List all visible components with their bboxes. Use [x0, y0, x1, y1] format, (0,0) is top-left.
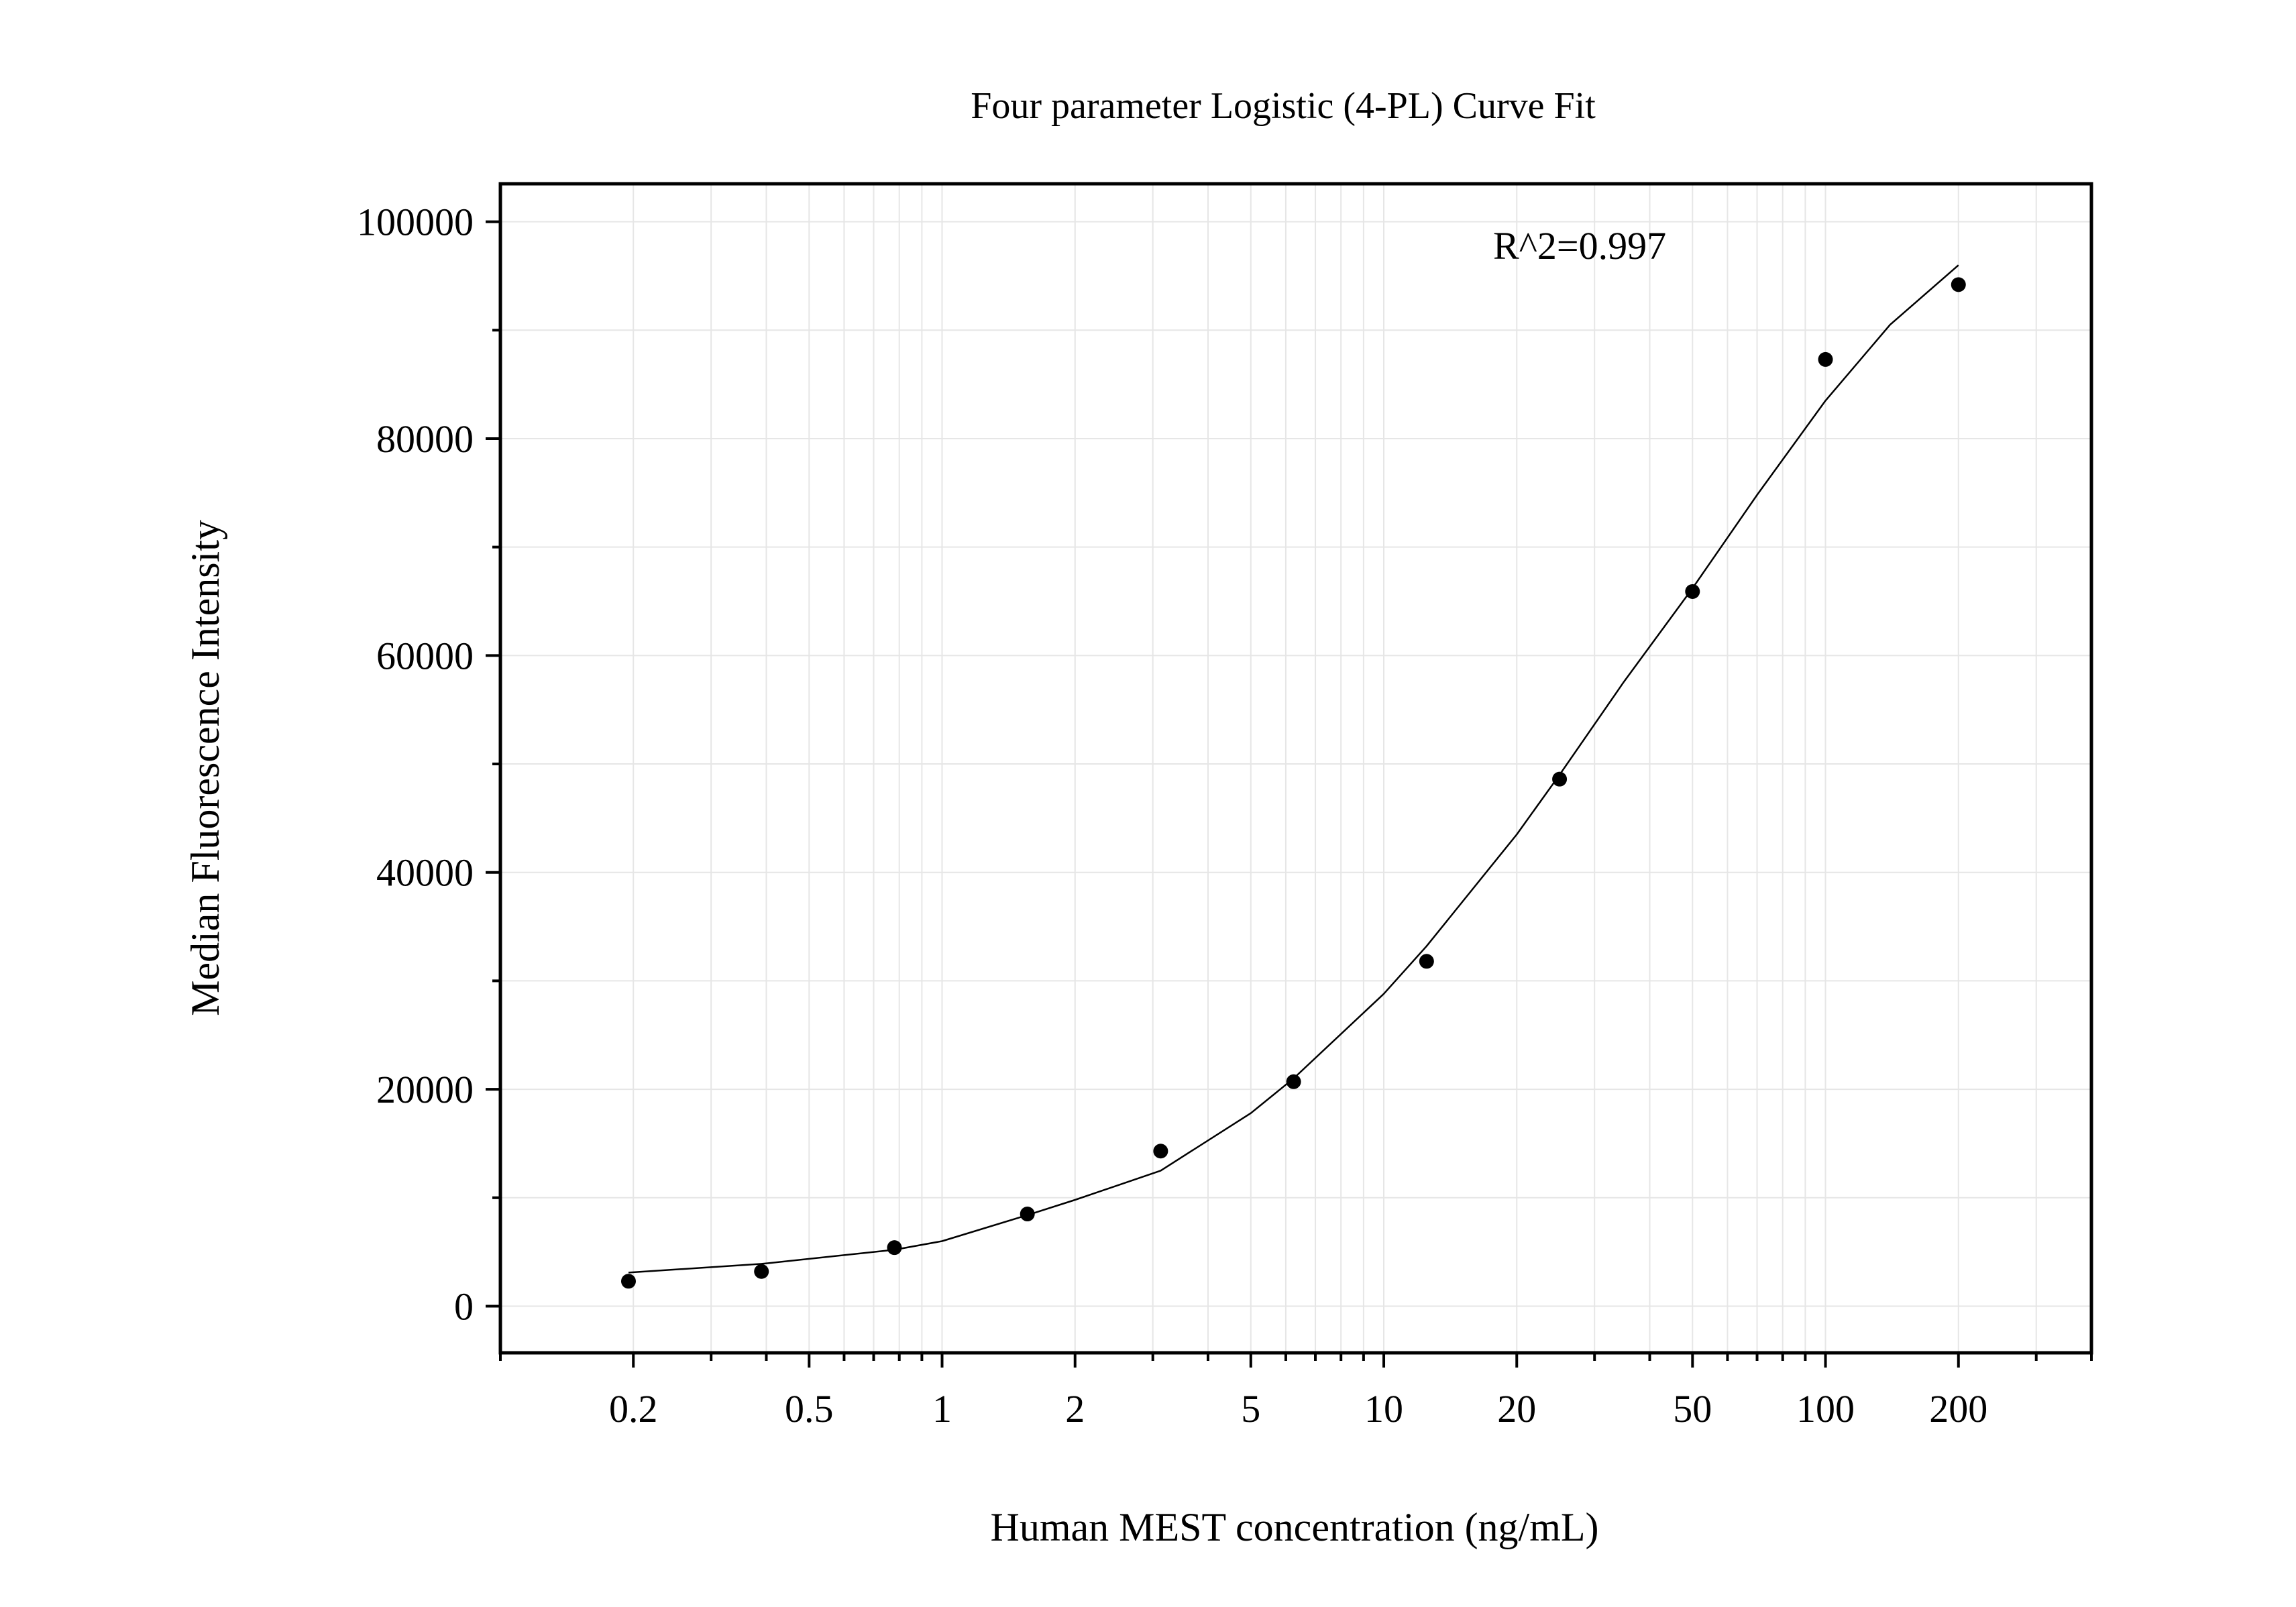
x-tick-label: 5	[1241, 1387, 1260, 1431]
data-point	[1419, 954, 1434, 969]
data-point	[1951, 277, 1966, 292]
x-tick-label: 200	[1929, 1387, 1987, 1431]
data-point	[754, 1264, 769, 1279]
fit-curve	[628, 264, 1959, 1274]
plot-frame	[498, 182, 2093, 1355]
chart-title: Four parameter Logistic (4-PL) Curve Fit	[971, 85, 1596, 127]
axis-layer: 0 20000 40000 60000 80000 100000 0.2 0.5 1 2 5 10 20…	[357, 201, 2093, 1431]
y-tick-label: 40000	[376, 851, 474, 895]
points-layer	[620, 277, 1966, 1289]
data-point	[887, 1240, 902, 1256]
x-tick-label: 0.2	[609, 1387, 658, 1431]
data-point	[1818, 351, 1833, 367]
x-tick-label: 50	[1673, 1387, 1712, 1431]
data-point	[1685, 584, 1700, 599]
curve-layer	[628, 264, 1959, 1274]
y-tick-label: 20000	[376, 1068, 474, 1111]
data-point	[1286, 1074, 1301, 1089]
x-tick-label: 10	[1364, 1387, 1403, 1431]
x-tick-label: 2	[1065, 1387, 1085, 1431]
r-squared-annotation: R^2=0.997	[1493, 224, 1666, 268]
y-tick-label: 0	[454, 1284, 474, 1328]
x-tick-label: 0.5	[785, 1387, 834, 1431]
x-tick-label: 1	[932, 1387, 952, 1431]
data-point	[1552, 771, 1568, 787]
data-point	[1153, 1144, 1168, 1159]
x-tick-label: 20	[1497, 1387, 1536, 1431]
data-point	[1020, 1207, 1035, 1222]
x-axis-label: Human MEST concentration (ng/mL)	[990, 1505, 1598, 1549]
y-tick-label: 100000	[357, 201, 474, 244]
y-axis-label: Median Fluorescence Intensity	[183, 520, 227, 1016]
y-tick-label: 80000	[376, 417, 474, 461]
grid-layer	[500, 184, 2092, 1353]
data-point	[620, 1274, 636, 1289]
y-tick-label: 60000	[376, 634, 474, 677]
x-tick-label: 100	[1796, 1387, 1855, 1431]
